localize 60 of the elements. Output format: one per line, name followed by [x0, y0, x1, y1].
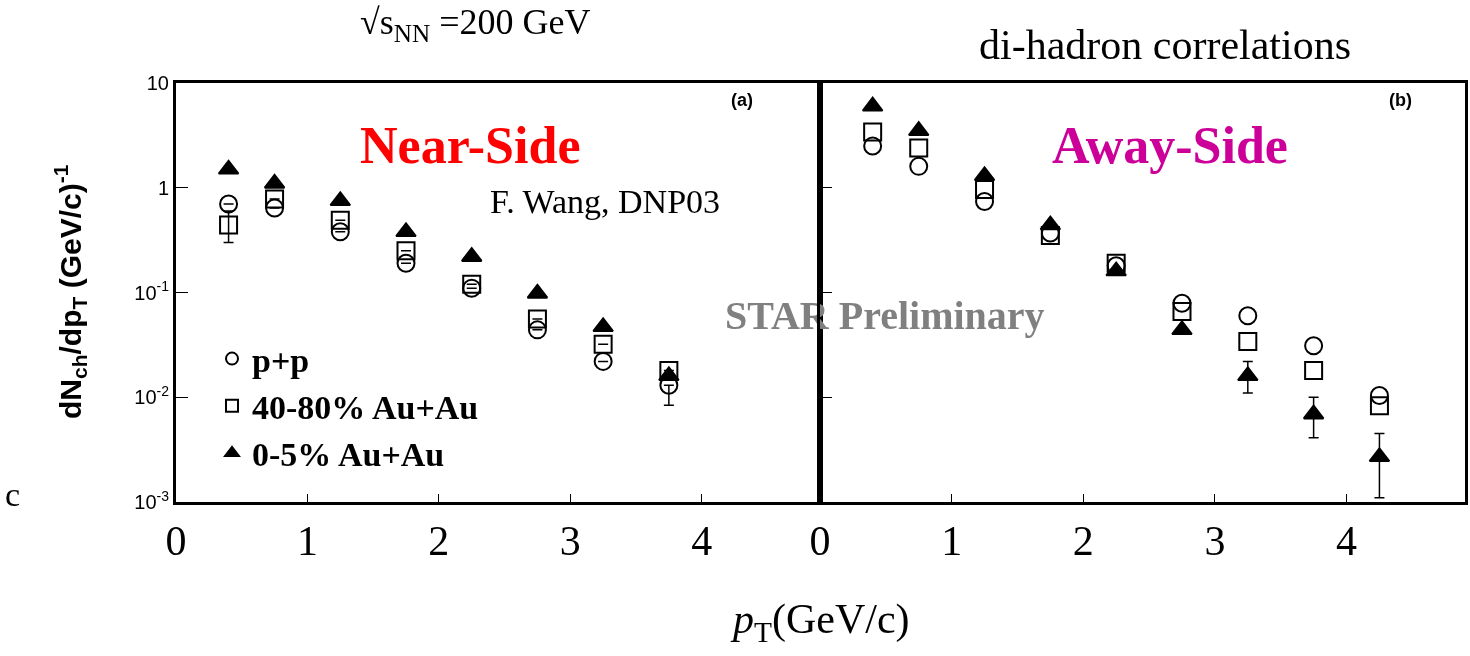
annotation: (b)	[1389, 90, 1412, 110]
point	[395, 222, 417, 238]
annotation: (a)	[731, 90, 753, 110]
chart-title: √s$_{NN}$ =200 GeV	[360, 2, 591, 47]
point	[1237, 366, 1259, 382]
x-tick-label: 0	[809, 518, 831, 565]
y-tick-label: 10$^{-3}$	[134, 487, 170, 513]
point	[1304, 336, 1324, 356]
point	[330, 222, 350, 242]
point	[1105, 261, 1127, 277]
point	[593, 351, 613, 371]
point	[396, 253, 416, 273]
point	[593, 334, 613, 354]
y-tick-label: 10$^{-2}$	[134, 382, 170, 409]
text: c	[5, 476, 21, 513]
point	[592, 317, 614, 333]
chart-title: di-hadron correlations	[979, 22, 1352, 68]
point	[527, 309, 547, 329]
x-tick-label: 2	[1072, 518, 1094, 565]
annotation: F. Wang, DNP03	[490, 183, 721, 220]
point	[659, 361, 679, 381]
point	[1369, 385, 1389, 405]
legend-label: p+p	[252, 341, 310, 379]
x-axis-title: p$_{T}$(GeV/c)	[730, 596, 910, 648]
point	[527, 320, 547, 340]
legend-label: 0-5% Au+Au	[252, 436, 445, 474]
point	[265, 189, 285, 209]
x-tick-label: 1	[296, 518, 318, 565]
point	[265, 198, 285, 218]
annotation: Away-Side	[1052, 117, 1288, 174]
point	[219, 194, 239, 214]
point	[1369, 396, 1389, 416]
point	[1172, 293, 1192, 313]
point	[1171, 320, 1193, 336]
point	[975, 191, 995, 211]
point	[909, 156, 929, 176]
y-tick-label: 10	[146, 72, 169, 94]
x-tick-label: 4	[691, 518, 713, 565]
point	[396, 241, 416, 261]
point	[1238, 332, 1258, 352]
x-tick-label: 2	[428, 518, 450, 565]
point	[658, 366, 680, 382]
x-tick-label: 3	[1204, 518, 1226, 565]
point	[909, 138, 929, 158]
y-tick-label: 10$^{-1}$	[134, 278, 170, 304]
point	[863, 122, 883, 142]
legend-label: 40-80% Au+Au	[252, 389, 479, 427]
point	[219, 215, 239, 235]
point	[975, 180, 995, 200]
point	[1172, 301, 1192, 321]
y-tick-label: 1	[157, 176, 169, 199]
x-tick-label: 1	[941, 518, 963, 565]
point	[863, 136, 883, 156]
annotation: Near-Side	[360, 117, 581, 174]
point	[330, 210, 350, 230]
point	[1304, 361, 1324, 381]
x-tick-label: 3	[559, 518, 581, 565]
x-tick-label: 4	[1336, 518, 1358, 565]
point	[1238, 306, 1258, 326]
x-tick-label: 0	[165, 518, 187, 565]
